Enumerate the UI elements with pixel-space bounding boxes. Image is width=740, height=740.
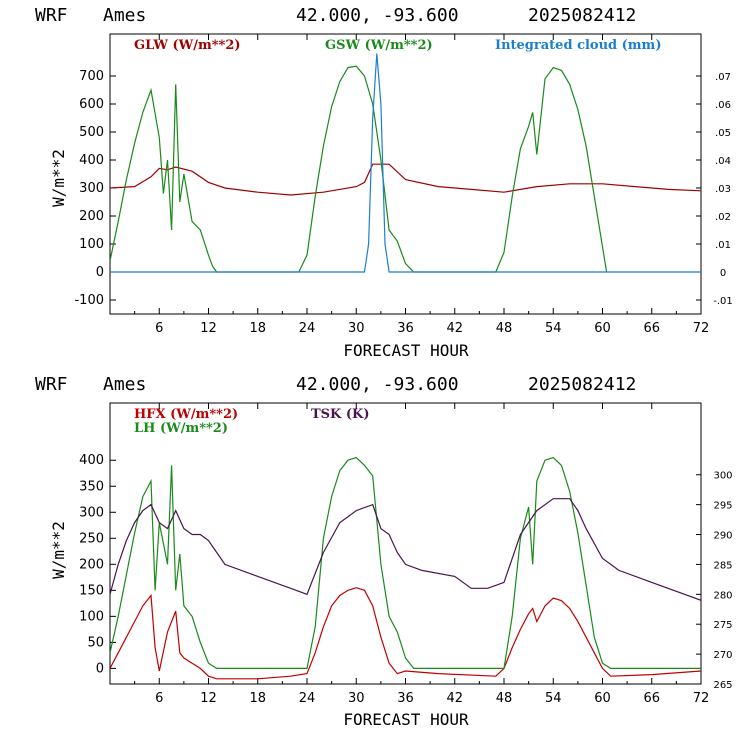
panel2-series-hfx-line <box>110 587 701 680</box>
panel2-y2tick-label: 285 <box>713 560 732 571</box>
panel1-xtick-label: 60 <box>594 321 611 336</box>
panel1-y2tick-label: .03 <box>715 184 731 195</box>
panel2-xlabel: FORECAST HOUR <box>343 710 469 729</box>
panel1-series-glw-line <box>110 163 701 196</box>
panel1-xtick-label: 30 <box>348 321 365 336</box>
panel2-ylabel: W/m**2 <box>49 521 68 579</box>
panel2-ytick-label: 400 <box>79 453 104 468</box>
panel2-series-lh-line <box>110 456 701 670</box>
panel1-y2tick-label: -.01 <box>713 296 733 307</box>
panel2-plot: 6 12 18 24 30 36 42 48 54 60 66 72 0 50 100 150 200 250 30… <box>79 402 733 706</box>
panel2-model: WRF <box>35 374 68 395</box>
panel1-ytick-label: 200 <box>79 209 104 224</box>
panel2-ytick-label: 50 <box>87 635 104 650</box>
panel1-ytick-label: 600 <box>79 97 104 112</box>
panel2-ytick-label: 350 <box>79 479 104 494</box>
panel1-series-integrated-line <box>110 53 701 273</box>
panel2-ytick-label: 150 <box>79 583 104 598</box>
panel1-series-gsw-line <box>110 65 608 273</box>
panel1-ytick-label: 0 <box>96 265 104 280</box>
panel2-xtick-label: 72 <box>693 691 710 706</box>
panel1-xlabel: FORECAST HOUR <box>343 341 469 360</box>
panel1-y2tick-label: .01 <box>715 240 731 251</box>
panel1-ytick-label: 300 <box>79 181 104 196</box>
panel1-y2tick-label: .07 <box>715 72 731 83</box>
panel1-run: 2025082412 <box>528 5 636 26</box>
panel2-y2tick-label: 290 <box>713 531 732 542</box>
panel1-legend-glw: GLW (W/m**2) <box>134 38 241 53</box>
panel1-y2tick-label: .06 <box>715 100 731 111</box>
panel2-series-tsk-line <box>110 498 701 601</box>
panel1-xtick-label: 72 <box>693 321 710 336</box>
panel1-header: WRF Ames 42.000, -93.600 2025082412 <box>35 5 636 26</box>
panel2-xtick-label: 24 <box>299 691 316 706</box>
panel2-xtick-label: 66 <box>643 691 660 706</box>
panel2-y2tick-label: 280 <box>713 590 732 601</box>
panel2-xtick-label: 48 <box>496 691 513 706</box>
panel2-ytick-label: 300 <box>79 505 104 520</box>
panel1-y2tick-label: .05 <box>715 128 731 139</box>
panel1-plot: 6 12 18 24 30 36 42 48 54 60 66 72 -100 0 100 200 300 400… <box>74 33 733 336</box>
panel2-site: Ames <box>103 374 146 395</box>
panel2-ytick-label: 200 <box>79 557 104 572</box>
panel1-ytick-label: 700 <box>79 69 104 84</box>
panel1-xtick-label: 42 <box>446 321 463 336</box>
panel2-ytick-label: 0 <box>96 661 104 676</box>
panel2-legend-lh: LH (W/m**2) <box>134 421 228 436</box>
panel2-legend-tsk: TSK (K) <box>311 407 370 422</box>
panel2-y2tick-label: 295 <box>713 501 732 512</box>
panel2-xtick-label: 30 <box>348 691 365 706</box>
panel2-frame <box>109 402 702 685</box>
panel2-header: WRF Ames 42.000, -93.600 2025082412 <box>35 374 636 395</box>
panel2-legend: HFX (W/m**2) LH (W/m**2) TSK (K) <box>134 407 370 436</box>
panel1-xtick-label: 6 <box>155 321 163 336</box>
panel1-xtick-label: 12 <box>200 321 217 336</box>
panel1-y2tick-label: .02 <box>715 212 731 223</box>
panel1-ylabel: W/m**2 <box>49 149 68 207</box>
panel2-xtick-label: 54 <box>545 691 562 706</box>
panel2-xtick-label: 36 <box>397 691 414 706</box>
panel1-legend: GLW (W/m**2) GSW (W/m**2) Integrated clo… <box>134 38 661 53</box>
panel1-ytick-label: 100 <box>79 237 104 252</box>
panel1-legend-gsw: GSW (W/m**2) <box>325 38 433 53</box>
panel2-xtick-label: 6 <box>155 691 163 706</box>
panel2-coords: 42.000, -93.600 <box>296 374 459 395</box>
panel1-ytick-label: 500 <box>79 125 104 140</box>
panel1-y2tick-label: 0 <box>720 268 726 279</box>
panel1-site: Ames <box>103 5 146 26</box>
panel2-xtick-label: 42 <box>446 691 463 706</box>
panel1-xtick-label: 18 <box>249 321 266 336</box>
panel2-xtick-label: 12 <box>200 691 217 706</box>
panel1-xtick-label: 54 <box>545 321 562 336</box>
panel2-run: 2025082412 <box>528 374 636 395</box>
panel1-xtick-label: 66 <box>643 321 660 336</box>
panel2-y2tick-label: 265 <box>713 680 732 691</box>
panel1-xtick-label: 24 <box>299 321 316 336</box>
panel1-ytick-label: -100 <box>74 293 104 308</box>
panel1-ytick-label: 400 <box>79 153 104 168</box>
panel2-ytick-label: 100 <box>79 609 104 624</box>
panel1-y2tick-label: .04 <box>715 156 731 167</box>
panel1-model: WRF <box>35 5 68 26</box>
panel2-ytick-label: 250 <box>79 531 104 546</box>
panel1-legend-cloud: Integrated cloud (mm) <box>495 38 661 53</box>
panel1-xtick-label: 36 <box>397 321 414 336</box>
panel2-y2tick-label: 275 <box>713 620 732 631</box>
panel2-xtick-label: 18 <box>249 691 266 706</box>
panel2-xtick-label: 60 <box>594 691 611 706</box>
panel2-legend-hfx: HFX (W/m**2) <box>134 407 238 422</box>
panel2-y2tick-label: 300 <box>713 471 732 482</box>
panel1-coords: 42.000, -93.600 <box>296 5 459 26</box>
panel1-xtick-label: 48 <box>496 321 513 336</box>
panel2-y2tick-label: 270 <box>713 650 732 661</box>
